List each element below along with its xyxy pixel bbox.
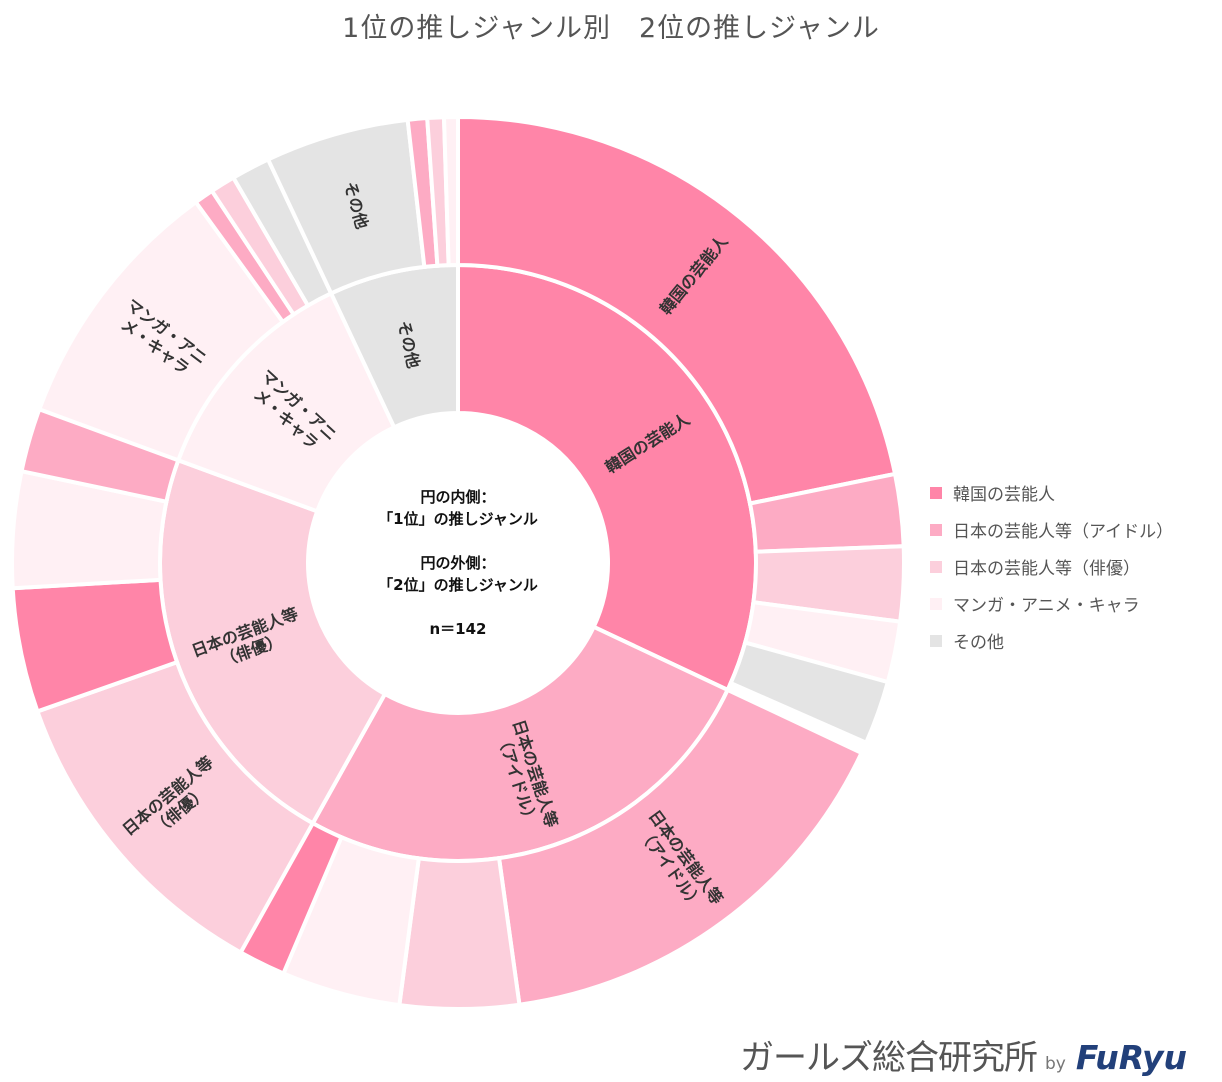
brand-name: ガールズ総合研究所 bbox=[740, 1038, 1038, 1078]
legend-swatch-2 bbox=[930, 560, 942, 573]
legend-swatch-3 bbox=[930, 597, 942, 610]
legend-label-0: 韓国の芸能人 bbox=[953, 485, 1055, 505]
legend: 韓国の芸能人日本の芸能人等（アイドル） 日本の芸能人等（俳優） マンガ・アニメ・キャ… bbox=[930, 474, 1173, 659]
outer-segment-0-0 bbox=[456, 114, 898, 506]
brand-logo: ガールズ総合研究所 by FuRyu bbox=[740, 1030, 1187, 1080]
legend-swatch-0 bbox=[930, 486, 942, 499]
legend-swatch-4 bbox=[930, 634, 942, 647]
outer-segment-4-3 bbox=[441, 114, 460, 268]
legend-item-2: 日本の芸能人等（俳優） bbox=[930, 548, 1173, 585]
chart-title: 1位の推しジャンル別 2位の推しジャンル bbox=[342, 13, 880, 44]
brand-mark: FuRyu bbox=[1075, 1038, 1188, 1077]
legend-label-4: その他 bbox=[953, 633, 1004, 653]
outer-segment-1-0 bbox=[496, 687, 865, 1008]
legend-label-2: 日本の芸能人等（俳優） bbox=[953, 559, 1140, 579]
legend-item-1: 日本の芸能人等（アイドル） bbox=[930, 511, 1173, 548]
center-label: 円の内側：「1位」の推しジャンル円の外側：「2位」の推しジャンル n＝142 bbox=[378, 488, 538, 638]
outer-segment-0-4 bbox=[728, 640, 891, 746]
legend-label-1: 日本の芸能人等（アイドル） bbox=[953, 522, 1174, 542]
legend-item-3: マンガ・アニメ・キャラ bbox=[930, 585, 1173, 622]
legend-swatch-1 bbox=[930, 523, 942, 536]
legend-label-3: マンガ・アニメ・キャラ bbox=[953, 596, 1140, 616]
legend-item-4: その他 bbox=[930, 622, 1173, 659]
brand-by: by bbox=[1045, 1054, 1066, 1074]
legend-item-0: 韓国の芸能人 bbox=[930, 474, 1173, 511]
